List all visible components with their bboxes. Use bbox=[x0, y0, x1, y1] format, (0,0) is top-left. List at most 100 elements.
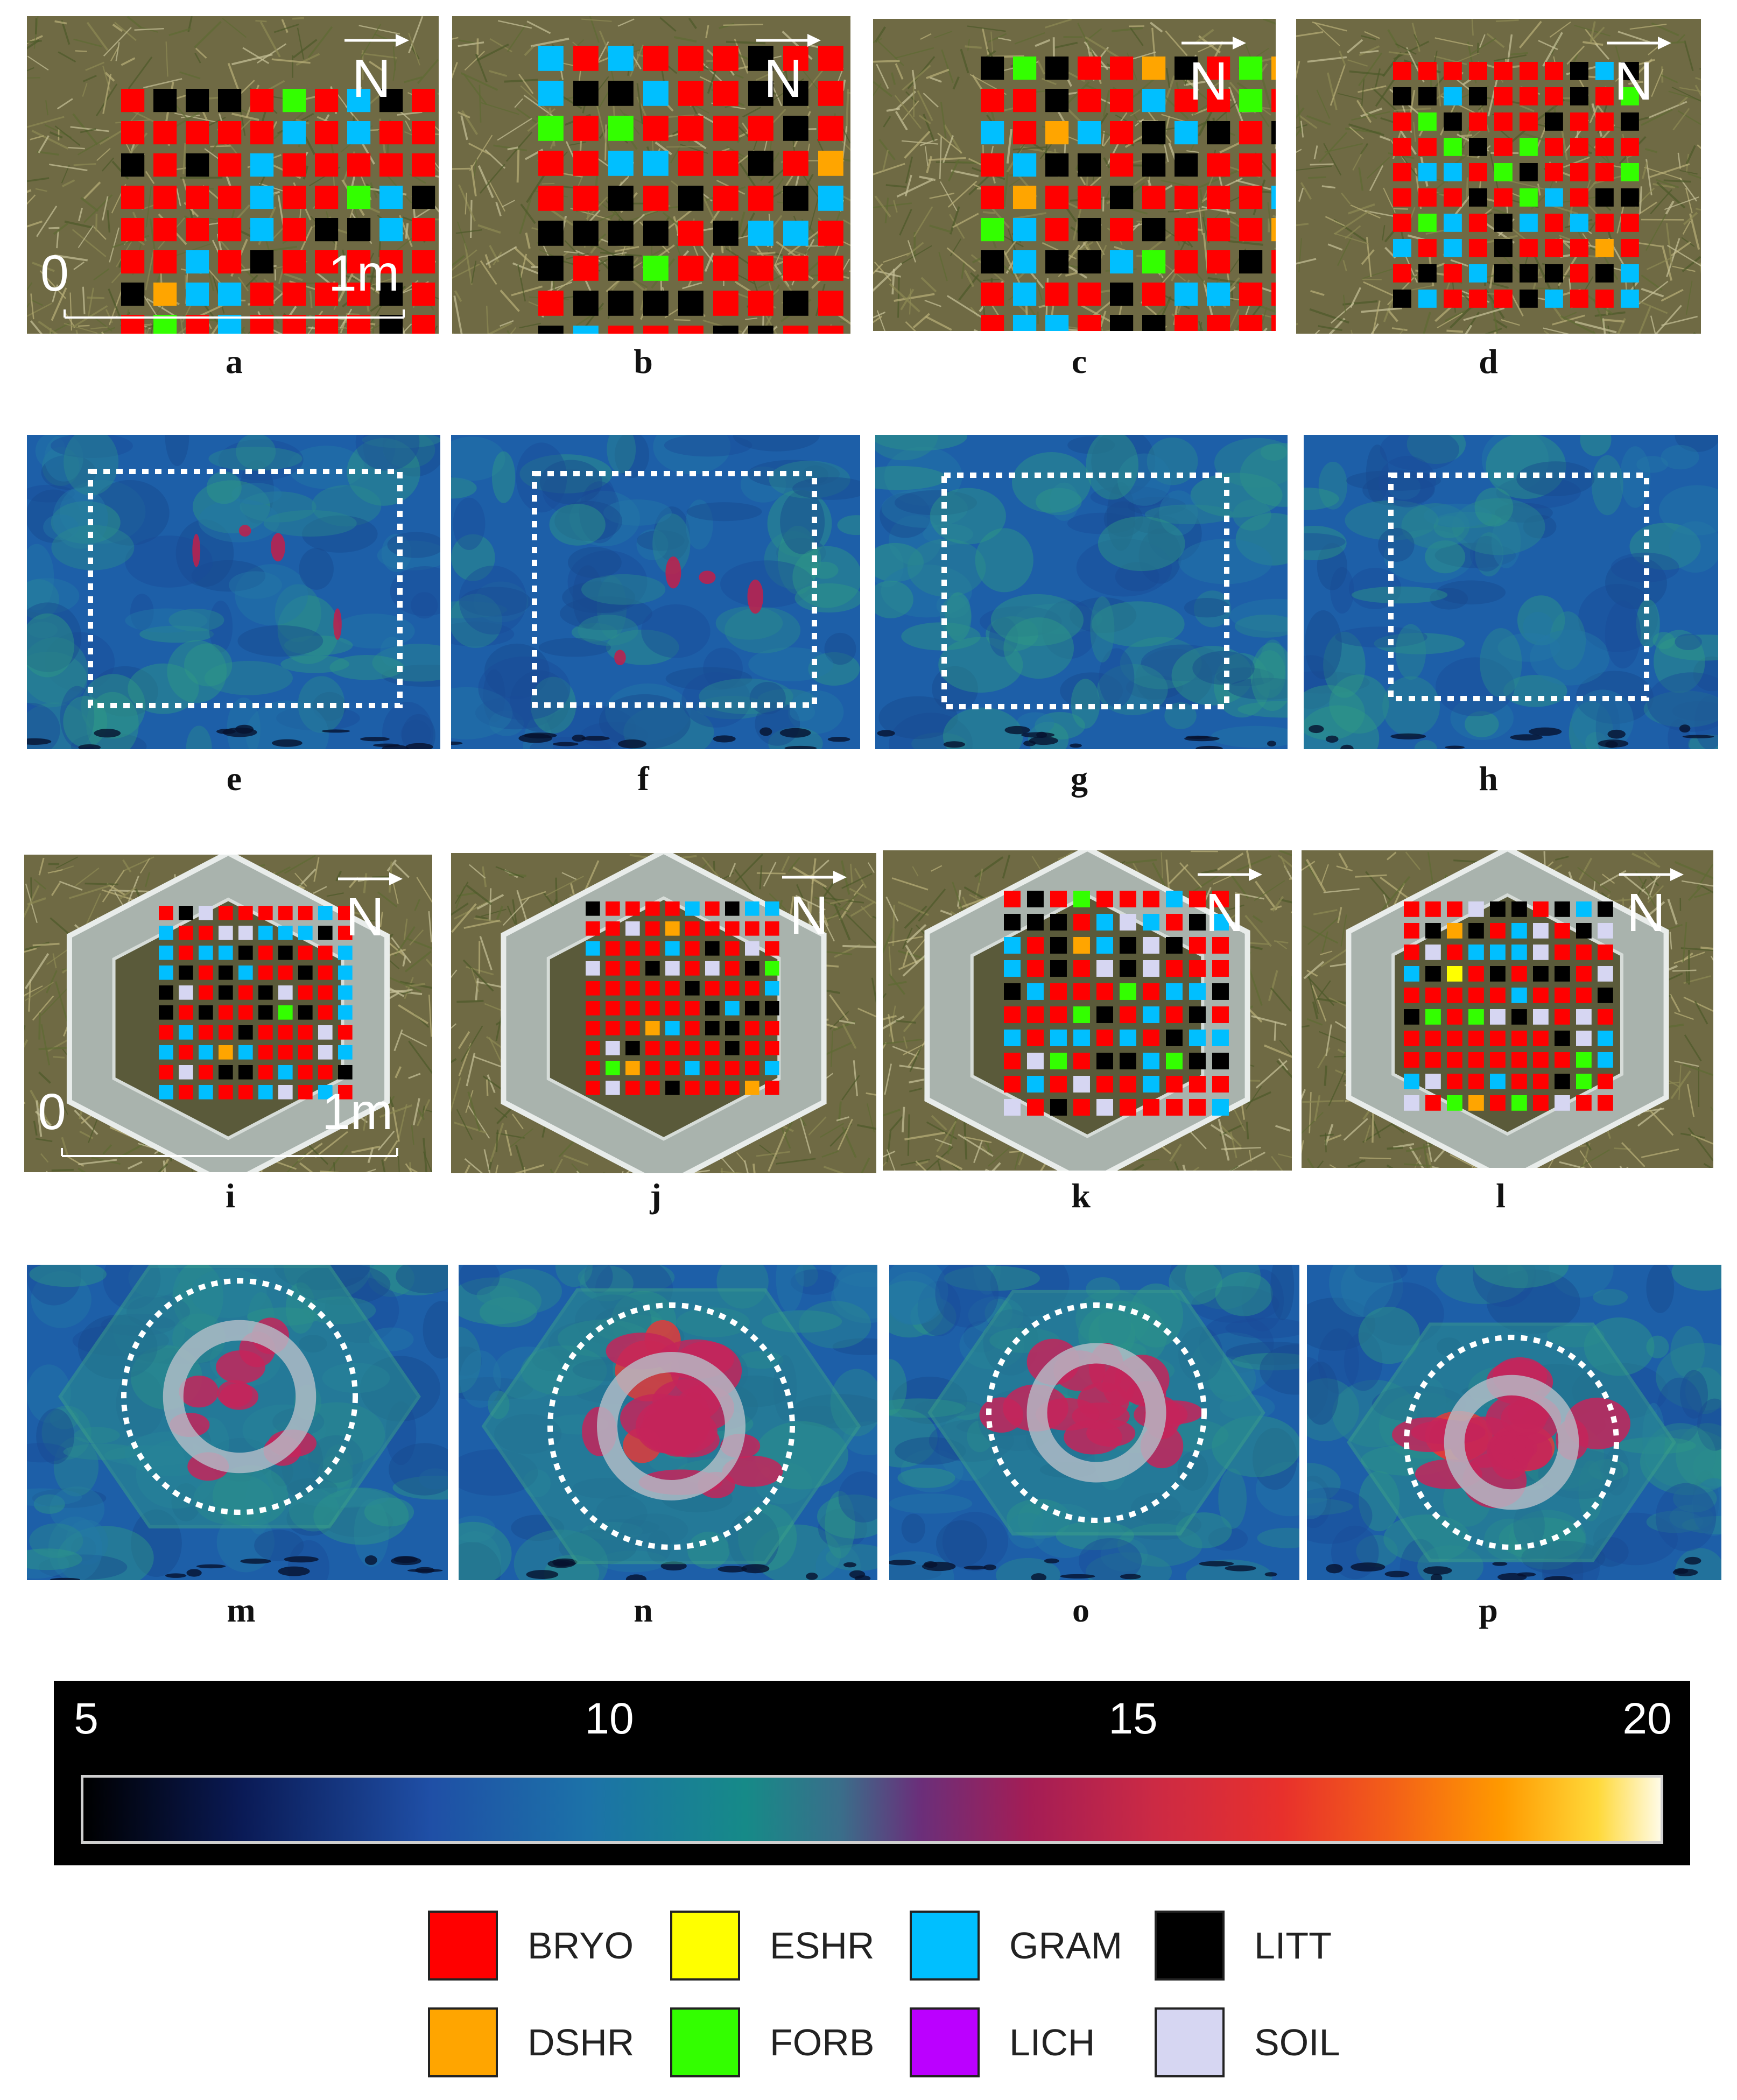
thermal-patch bbox=[1675, 435, 1718, 452]
cover-cell bbox=[298, 1025, 313, 1040]
grass-blade bbox=[1327, 243, 1343, 251]
cover-cell bbox=[705, 1021, 720, 1035]
cover-cell bbox=[586, 1041, 600, 1055]
cover-cell bbox=[186, 186, 209, 209]
thermal-patch bbox=[71, 1536, 97, 1561]
grass-blade bbox=[121, 57, 136, 66]
cold-spot bbox=[186, 1569, 202, 1577]
grass-blade bbox=[1423, 1143, 1429, 1168]
grass-blade bbox=[263, 278, 286, 295]
grass-blade bbox=[1278, 1153, 1292, 1158]
warm-spot bbox=[699, 570, 716, 584]
cover-cell bbox=[1013, 315, 1037, 331]
cold-spot bbox=[415, 1567, 435, 1574]
thermal-patch bbox=[44, 435, 83, 482]
cover-cell bbox=[1271, 153, 1276, 177]
grass-blade bbox=[412, 207, 432, 221]
grass-blade bbox=[1336, 865, 1353, 872]
grass-blade bbox=[365, 1168, 376, 1172]
thermal-patch bbox=[1067, 512, 1136, 534]
grass-blade bbox=[381, 1159, 386, 1172]
cover-cell bbox=[1444, 163, 1462, 181]
grass-blade bbox=[195, 47, 207, 59]
grass-blade bbox=[847, 91, 850, 94]
thermal-patch bbox=[889, 713, 973, 749]
cover-cell bbox=[219, 966, 233, 980]
cover-cell bbox=[315, 283, 339, 306]
grass-blade bbox=[982, 211, 995, 214]
thermal-patch bbox=[459, 1516, 496, 1543]
north-label: N bbox=[1189, 51, 1228, 111]
cold-spot bbox=[405, 743, 433, 749]
grass-blade bbox=[1198, 170, 1238, 189]
grass-blade bbox=[27, 220, 43, 228]
grass-blade bbox=[1300, 121, 1304, 138]
grass-blade bbox=[1217, 852, 1244, 871]
panel-label-l: l bbox=[1496, 1176, 1506, 1215]
grass-blade bbox=[1690, 1133, 1713, 1145]
cover-cell bbox=[1027, 1099, 1044, 1116]
grass-blade bbox=[1298, 187, 1304, 202]
thermal-patch bbox=[451, 601, 507, 618]
grass-blade bbox=[888, 946, 892, 976]
cover-cell bbox=[645, 921, 660, 936]
thermal-patch bbox=[554, 501, 623, 541]
grass-blade bbox=[920, 33, 932, 40]
grass-blade bbox=[1683, 1063, 1713, 1076]
grass-blade bbox=[564, 251, 578, 254]
thermal-patch bbox=[549, 504, 606, 546]
thermal-patch bbox=[1141, 644, 1225, 681]
grass-blade bbox=[1290, 976, 1292, 1012]
cover-cell bbox=[159, 906, 173, 920]
cover-cell bbox=[1045, 121, 1069, 145]
grass-blade bbox=[1256, 190, 1276, 194]
cover-cell bbox=[1142, 121, 1166, 145]
grass-blade bbox=[47, 869, 63, 874]
thermal-patch bbox=[825, 1491, 855, 1559]
grass-blade bbox=[1310, 290, 1325, 296]
grass-blade bbox=[1342, 300, 1378, 306]
thermal-patch bbox=[27, 651, 88, 708]
grass-blade bbox=[67, 146, 85, 150]
thermal-patch bbox=[1091, 601, 1185, 647]
thermal-patch bbox=[653, 435, 731, 475]
thermal-patch bbox=[1184, 597, 1230, 618]
cover-cell bbox=[981, 121, 1004, 145]
thermal-patch bbox=[749, 681, 786, 715]
cover-cell bbox=[713, 291, 739, 316]
grass-blade bbox=[568, 142, 586, 146]
grass-blade bbox=[36, 1100, 43, 1137]
grass-blade bbox=[906, 924, 927, 943]
thermal-patch bbox=[451, 622, 515, 647]
cover-cell bbox=[981, 57, 1004, 80]
grass-blade bbox=[1413, 34, 1420, 46]
cover-cell bbox=[1110, 121, 1134, 145]
grass-blade bbox=[1466, 177, 1468, 200]
grass-blade bbox=[1138, 1159, 1159, 1161]
grass-blade bbox=[1296, 31, 1324, 37]
cover-cell bbox=[338, 1025, 353, 1040]
cover-cell bbox=[685, 1041, 700, 1055]
thermal-patch bbox=[1654, 630, 1705, 693]
grass-blade bbox=[520, 85, 550, 112]
thermal-patch bbox=[42, 447, 80, 486]
cover-cell bbox=[1494, 87, 1513, 105]
thermal-patch bbox=[299, 548, 334, 590]
grass-blade bbox=[377, 891, 398, 908]
cover-cell bbox=[608, 186, 634, 211]
cover-cell bbox=[745, 1081, 760, 1095]
thermal-patch bbox=[1330, 567, 1354, 614]
cover-cell bbox=[1595, 188, 1614, 207]
grass-blade bbox=[1621, 1142, 1645, 1167]
grass-blade bbox=[118, 886, 136, 900]
grass-blade bbox=[1347, 59, 1368, 67]
cold-spot bbox=[240, 1558, 271, 1564]
cover-cell bbox=[1598, 1052, 1613, 1068]
cold-spot bbox=[877, 730, 895, 737]
grass-blade bbox=[1358, 167, 1364, 191]
thermal-patch bbox=[1348, 567, 1402, 609]
grass-blade bbox=[1710, 1106, 1713, 1112]
grass-blade bbox=[1578, 857, 1593, 880]
cover-cell bbox=[1013, 121, 1037, 145]
cold-spot bbox=[165, 1573, 187, 1578]
